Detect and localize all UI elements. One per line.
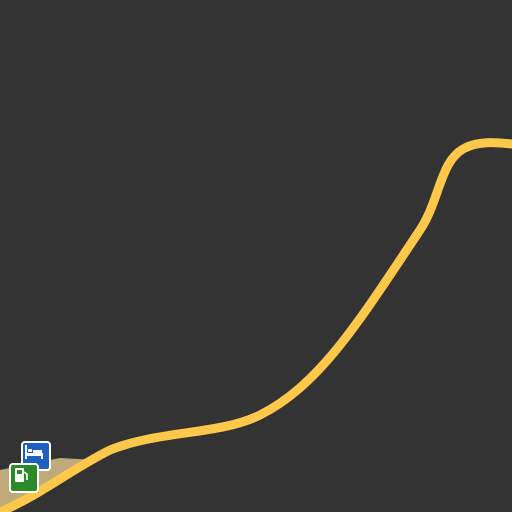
bed-icon — [25, 445, 43, 459]
main-road[interactable] — [0, 138, 512, 512]
fuel-pump-icon — [15, 468, 28, 482]
fuel-station-marker[interactable] — [9, 463, 39, 493]
